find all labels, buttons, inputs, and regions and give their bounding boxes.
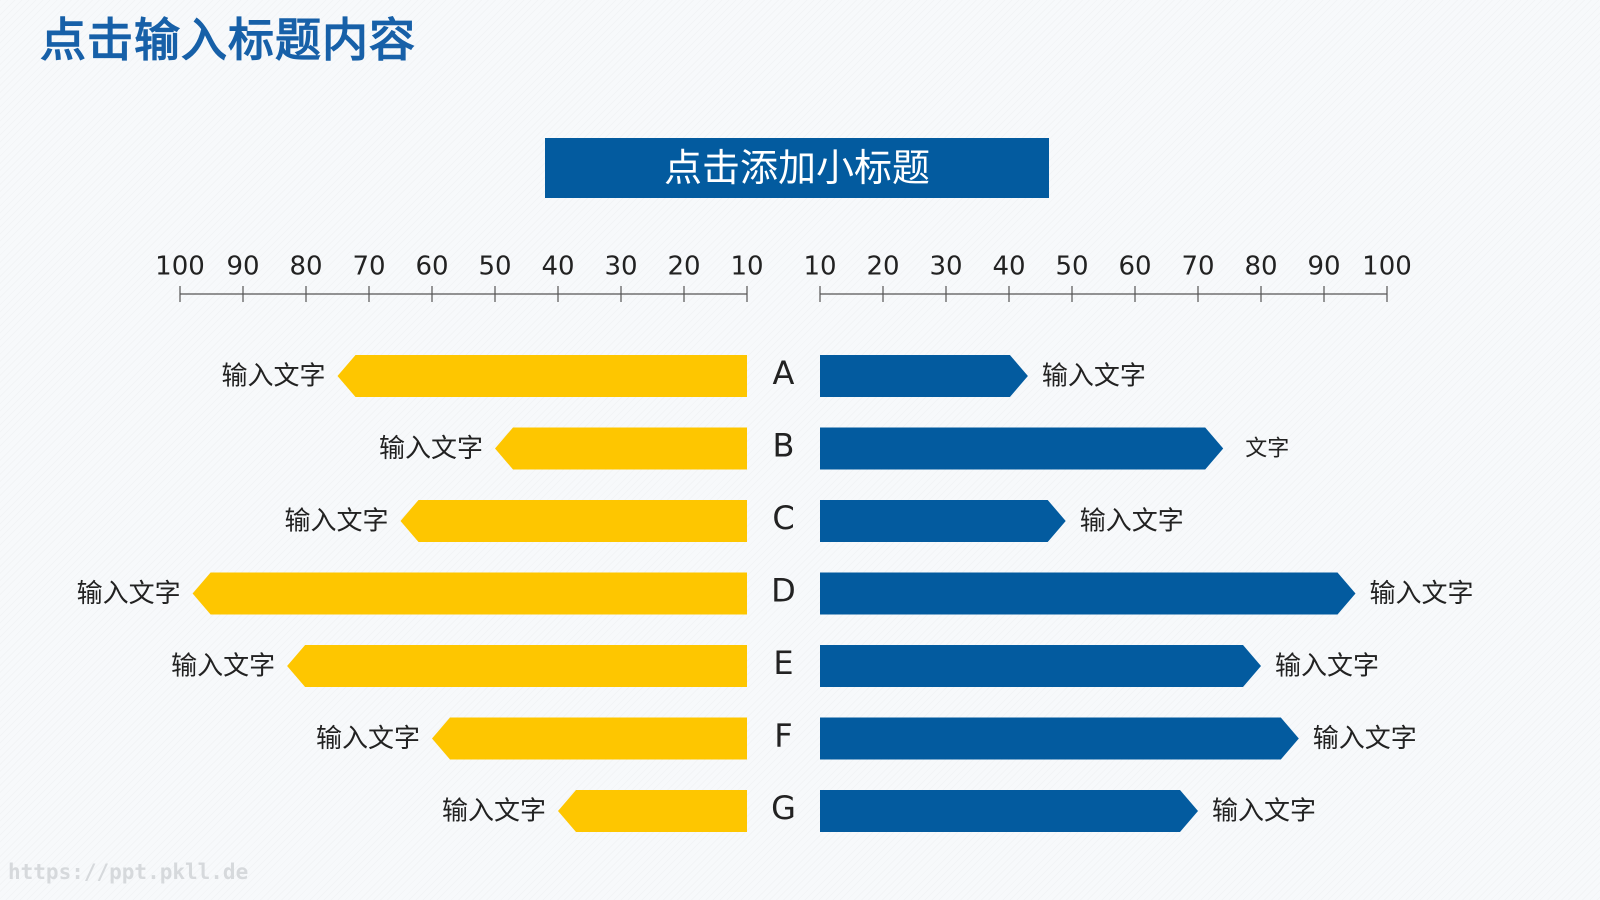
- right-axis-tick-label: 40: [992, 252, 1025, 282]
- right-axis-tick-label: 60: [1118, 252, 1151, 282]
- left-axis-tick-label: 50: [478, 252, 511, 282]
- right-axis-tick-label: 80: [1244, 252, 1277, 282]
- right-axis-tick-label: 70: [1181, 252, 1214, 282]
- left-bar: [432, 717, 747, 760]
- right-bar: [820, 645, 1261, 687]
- category-label: E: [773, 644, 793, 682]
- right-axis-tick-label: 20: [866, 252, 899, 282]
- right-bar: [820, 717, 1299, 760]
- page-title: 点击输入标题内容: [40, 13, 416, 67]
- subtitle-text: 点击添加小标题: [663, 146, 930, 190]
- right-bar-label: 输入文字: [1313, 724, 1417, 754]
- watermark-url: https://ppt.pkll.de: [8, 860, 249, 884]
- category-label: F: [774, 717, 792, 755]
- left-bar: [337, 355, 747, 397]
- left-bar: [495, 427, 747, 470]
- left-bar: [558, 790, 747, 832]
- left-axis-tick-label: 10: [730, 252, 763, 282]
- left-axis-tick-label: 60: [415, 252, 448, 282]
- left-bar-label: 输入文字: [379, 434, 483, 464]
- right-bar: [820, 427, 1224, 470]
- left-axis-tick-label: 80: [289, 252, 322, 282]
- category-label: G: [771, 789, 796, 827]
- right-bar-label: 输入文字: [1370, 579, 1474, 609]
- right-axis-tick-label: 50: [1055, 252, 1088, 282]
- right-axis-tick-label: 100: [1362, 252, 1412, 282]
- category-label: D: [771, 572, 796, 610]
- category-label: B: [773, 427, 795, 465]
- category-label: A: [773, 354, 795, 392]
- right-bar-label: 输入文字: [1042, 362, 1146, 392]
- right-bar-label: 输入文字: [1080, 507, 1184, 537]
- left-bar-label: 输入文字: [284, 507, 388, 537]
- right-axis-tick-label: 90: [1307, 252, 1340, 282]
- right-bar: [820, 355, 1028, 397]
- subtitle-banner: 点击添加小标题: [545, 138, 1049, 198]
- category-label: C: [772, 499, 794, 537]
- right-bar-label: 输入文字: [1275, 652, 1379, 682]
- left-axis-tick-label: 100: [155, 252, 205, 282]
- left-axis-tick-label: 40: [541, 252, 574, 282]
- left-bar-label: 输入文字: [316, 724, 420, 754]
- right-bar: [820, 500, 1066, 542]
- right-bar-label: 输入文字: [1212, 797, 1316, 827]
- left-axis-tick-label: 30: [604, 252, 637, 282]
- left-axis-tick-label: 90: [226, 252, 259, 282]
- right-bar: [820, 790, 1198, 832]
- right-axis-tick-label: 30: [929, 252, 962, 282]
- left-bar: [192, 572, 748, 615]
- left-axis-tick-label: 70: [352, 252, 385, 282]
- left-bar-label: 输入文字: [77, 579, 181, 609]
- left-bar-label: 输入文字: [171, 652, 275, 682]
- left-bar: [400, 500, 747, 542]
- left-bar-label: 输入文字: [221, 362, 325, 392]
- right-bar: [820, 572, 1356, 615]
- right-bar-label: 文字: [1245, 437, 1289, 462]
- left-axis-tick-label: 20: [667, 252, 700, 282]
- right-axis-tick-label: 10: [803, 252, 836, 282]
- left-bar-label: 输入文字: [442, 797, 546, 827]
- left-bar: [287, 645, 747, 687]
